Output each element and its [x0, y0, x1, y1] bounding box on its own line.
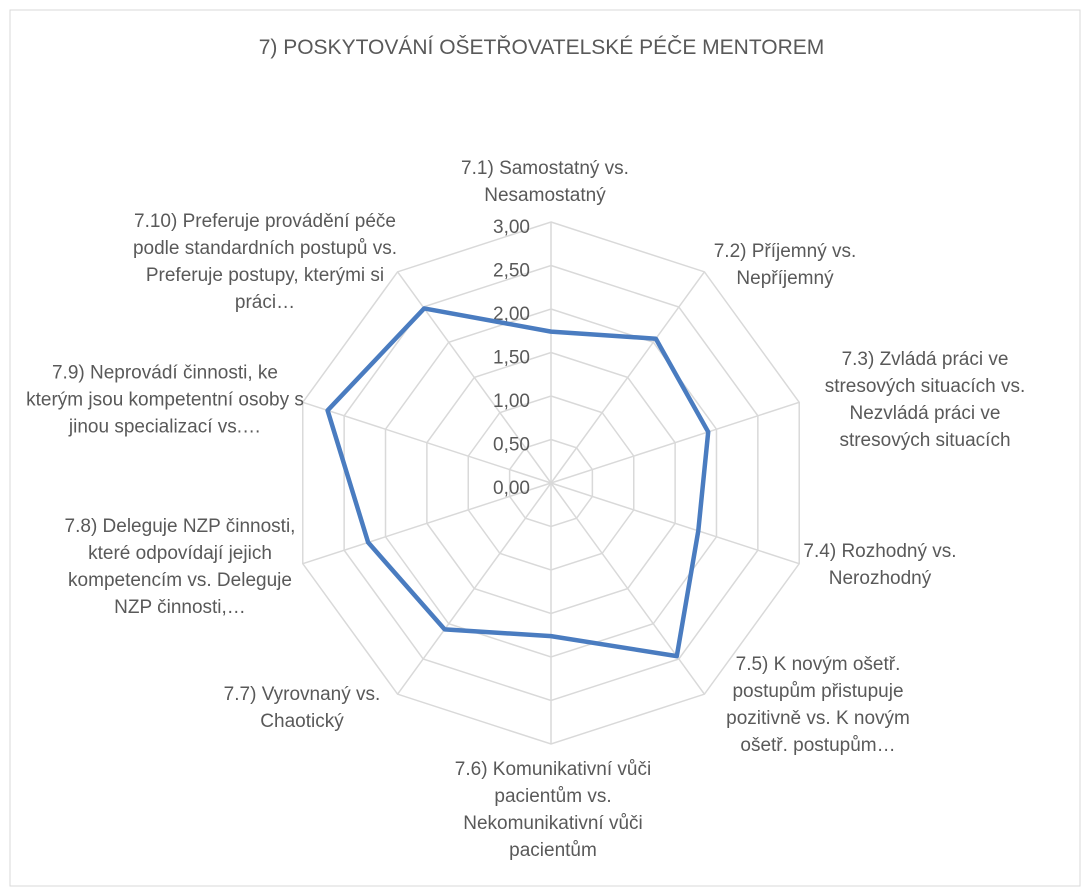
series-line: [325, 306, 711, 659]
chart-title: 7) POSKYTOVÁNÍ OŠETŘOVATELSKÉ PÉČE MENTO…: [258, 36, 825, 59]
axis-label: 7.5) K novým ošetř. postupům přistupuje …: [726, 654, 910, 756]
axis-label: 7.8) Deleguje NZP činnosti, které odpoví…: [64, 516, 296, 618]
axis-label: 7.7) Vyrovnaný vs. Chaotický: [223, 684, 381, 732]
spoke: [302, 482, 552, 565]
axis-label: 7.9) Neprovádí činnosti, ke kterým jsou …: [26, 362, 304, 438]
chart-border: [9, 9, 1081, 887]
spoke: [550, 482, 706, 695]
axis-label: 7.4) Rozhodný vs. Nerozhodný: [803, 541, 957, 589]
r-tick-label: 3,00: [493, 217, 530, 238]
axis-label: 7.1) Samostatný vs. Nesamostatný: [461, 158, 629, 206]
r-tick-label: 2,00: [493, 304, 530, 325]
r-tick-label: 1,00: [493, 391, 530, 412]
spoke: [550, 271, 706, 484]
spoke: [396, 482, 552, 695]
spoke: [550, 482, 800, 565]
r-tick-label: 0,00: [493, 478, 530, 499]
r-tick-label: 0,50: [493, 435, 530, 456]
r-tick-label: 2,50: [493, 261, 530, 282]
spoke: [302, 401, 552, 484]
axis-label: 7.3) Zvládá práci ve stresových situacíc…: [824, 349, 1026, 451]
spoke: [550, 401, 800, 484]
axis-label: 7.10) Preferuje provádění péče podle sta…: [132, 211, 398, 313]
axis-label: 7.2) Příjemný vs. Nepříjemný: [713, 241, 857, 289]
axis-label: 7.6) Komunikativní vůči pacientům vs. Ne…: [454, 759, 652, 861]
r-tick-label: 1,50: [493, 348, 530, 369]
